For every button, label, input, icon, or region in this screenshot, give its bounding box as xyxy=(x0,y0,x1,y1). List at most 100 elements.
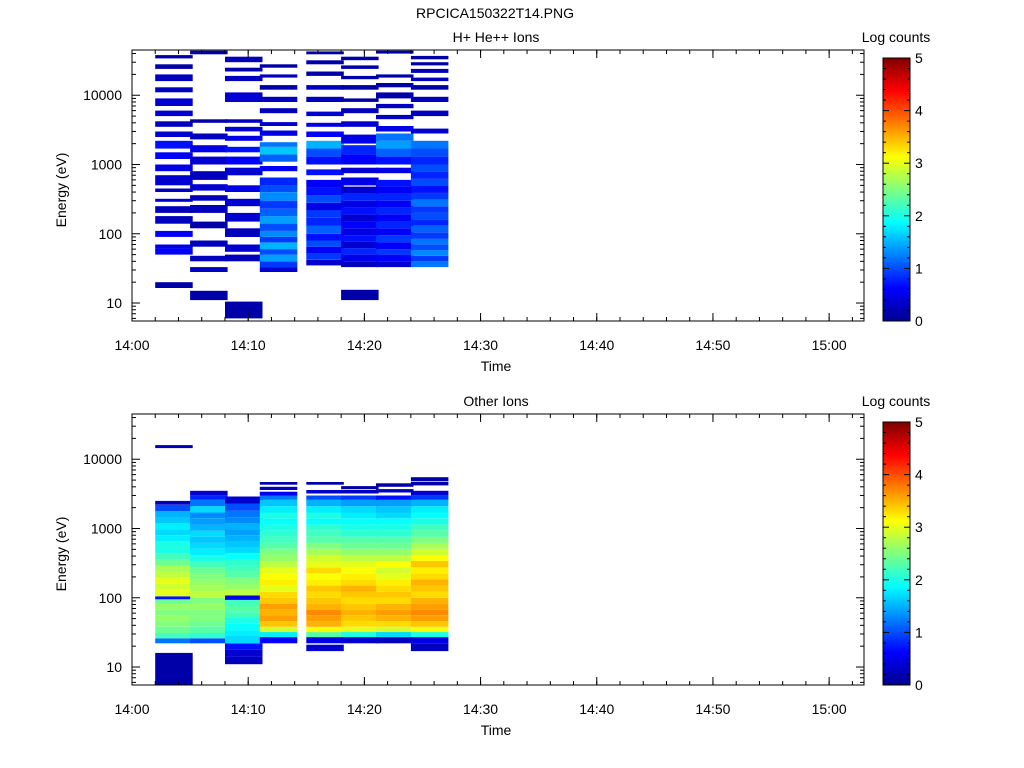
heatmap-cell xyxy=(259,185,298,192)
heatmap-cell xyxy=(259,555,298,561)
heatmap-cell xyxy=(259,142,298,147)
heatmap-cell xyxy=(225,595,263,600)
heatmap-cells xyxy=(155,445,449,685)
heatmap-cell xyxy=(190,171,228,180)
heatmap-cell xyxy=(376,140,414,149)
heatmap-cell xyxy=(225,571,263,578)
heatmap-cell xyxy=(190,240,228,247)
heatmap-cell xyxy=(376,193,414,201)
heatmap-cell xyxy=(225,119,263,123)
heatmap-cell xyxy=(306,131,344,137)
heatmap-cell xyxy=(341,221,379,229)
heatmap-cell xyxy=(259,585,298,592)
heatmap-cell xyxy=(341,177,379,186)
heatmap-cell xyxy=(225,156,263,165)
heatmap-cell xyxy=(306,524,344,531)
colorbar-tick-label: 0 xyxy=(915,677,923,693)
heatmap-cell xyxy=(306,156,344,165)
heatmap-cell xyxy=(341,486,379,490)
colorbar-tick-label: 3 xyxy=(915,155,923,171)
heatmap-cell xyxy=(341,512,379,519)
heatmap-cell xyxy=(259,626,298,633)
heatmap-cell xyxy=(259,482,298,485)
heatmap-cell xyxy=(190,615,228,622)
heatmap-cell xyxy=(190,156,228,165)
heatmap-cell xyxy=(376,555,414,561)
heatmap-cell xyxy=(155,517,193,523)
heatmap-cell xyxy=(376,495,414,500)
heatmap-cell xyxy=(376,499,414,507)
heatmap-cell xyxy=(410,567,449,574)
heatmap-cell xyxy=(306,567,344,574)
heatmap-cell xyxy=(410,524,449,531)
heatmap-cell xyxy=(410,244,449,251)
y-tick-label: 10000 xyxy=(83,87,122,103)
heatmap-cell xyxy=(376,567,414,574)
heatmap-cell xyxy=(190,495,228,500)
heatmap-cell xyxy=(410,579,449,586)
heatmap-cell xyxy=(306,603,344,610)
heatmap-cell xyxy=(306,179,344,188)
heatmap-cell xyxy=(410,597,449,604)
heatmap-cell xyxy=(259,146,298,155)
heatmap-cell xyxy=(376,506,414,513)
heatmap-cell xyxy=(410,128,449,134)
heatmap-cell xyxy=(155,589,193,597)
heatmap-cell xyxy=(225,656,263,665)
heatmap-cell xyxy=(190,499,228,507)
heatmap-cell xyxy=(341,200,379,208)
heatmap-cell xyxy=(306,573,344,580)
heatmap-cell xyxy=(225,547,263,554)
heatmap-cell xyxy=(306,148,344,157)
heatmap-cell xyxy=(341,579,379,586)
heatmap-cell xyxy=(259,261,298,268)
heatmap-cell xyxy=(259,230,298,237)
heatmap-cell xyxy=(190,184,228,191)
heatmap-cell xyxy=(341,193,379,201)
heatmap-cell xyxy=(155,206,193,213)
heatmap-cell xyxy=(259,208,298,217)
heatmap-cell xyxy=(410,573,449,580)
heatmap-cell xyxy=(259,177,298,186)
heatmap-cell xyxy=(259,491,298,496)
heatmap-cell xyxy=(155,131,193,137)
figure-title: RPCICA150322T14.PNG xyxy=(416,5,574,21)
heatmap-cell xyxy=(225,146,263,153)
heatmap-cell xyxy=(190,506,228,513)
x-tick-label: 14:00 xyxy=(114,701,149,717)
heatmap-cell xyxy=(376,573,414,580)
colorbar-tick-label: 2 xyxy=(915,208,923,224)
heatmap-cell xyxy=(376,512,414,519)
heatmap-cell xyxy=(376,585,414,592)
heatmap-cell xyxy=(225,510,263,518)
panel-title: Other Ions xyxy=(463,393,528,409)
heatmap-cell xyxy=(376,542,414,549)
heatmap-cell xyxy=(225,185,263,192)
heatmap-cell xyxy=(306,96,344,102)
heatmap-cell xyxy=(376,591,414,598)
heatmap-cell xyxy=(341,248,379,255)
heatmap-cell xyxy=(259,603,298,610)
heatmap-cell xyxy=(259,542,298,549)
heatmap-cell xyxy=(306,259,344,266)
heatmap-cell xyxy=(155,216,193,224)
y-tick-label: 10000 xyxy=(83,451,122,467)
heatmap-cell xyxy=(341,121,379,127)
heatmap-cell xyxy=(410,164,449,172)
heatmap-cell xyxy=(259,573,298,580)
heatmap-cell xyxy=(259,548,298,555)
heatmap-cell xyxy=(306,169,344,176)
heatmap-cell xyxy=(190,638,228,644)
heatmap-cell xyxy=(190,591,228,598)
heatmap-cell xyxy=(306,615,344,622)
heatmap-cell xyxy=(410,250,449,256)
heatmap-cell xyxy=(341,567,379,574)
heatmap-cell xyxy=(410,585,449,592)
heatmap-cell xyxy=(155,638,193,644)
heatmap-cell xyxy=(410,232,449,239)
heatmap-cell xyxy=(376,83,414,88)
colorbar: 0 1 2 3 4 5 xyxy=(882,50,923,329)
heatmap-cell xyxy=(410,68,449,73)
heatmap-cell xyxy=(259,154,298,162)
